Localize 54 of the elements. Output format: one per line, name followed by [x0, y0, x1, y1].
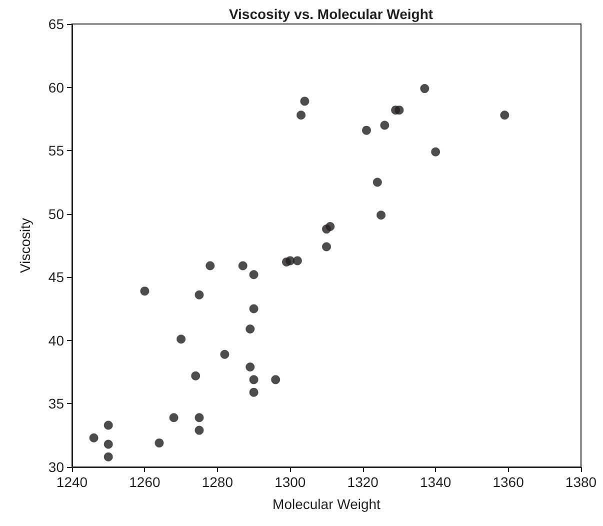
point	[322, 242, 331, 252]
point	[394, 106, 404, 115]
x-tick-label: 1360	[492, 474, 524, 490]
y-tick-label: 30	[48, 459, 64, 475]
point	[326, 222, 335, 232]
point	[154, 438, 164, 448]
x-axis-title: Molecular Weight	[272, 496, 381, 512]
y-tick-label: 60	[48, 79, 64, 96]
point	[249, 270, 258, 280]
point	[420, 84, 430, 94]
y-tick-label: 35	[48, 396, 64, 412]
y-tick-label: 40	[48, 332, 64, 348]
point	[249, 375, 258, 384]
y-axis-title: Viscosity	[17, 218, 33, 273]
y-tick-label: 45	[48, 269, 64, 286]
x-tick-label: 1340	[420, 474, 452, 490]
point	[380, 120, 390, 130]
point	[169, 413, 178, 422]
point	[362, 126, 371, 135]
point	[140, 286, 150, 296]
y-tick-label: 65	[48, 16, 64, 32]
x-tick-label: 1260	[129, 474, 160, 490]
point	[104, 420, 113, 430]
x-tick-label: 1300	[274, 474, 306, 490]
point	[238, 261, 248, 270]
point	[431, 147, 440, 156]
point	[191, 371, 200, 380]
point	[246, 362, 255, 372]
x-tick-label: 1280	[202, 474, 234, 490]
x-tick-label: 1380	[565, 474, 597, 490]
point	[271, 375, 280, 384]
point	[500, 110, 510, 120]
x-tick-label: 1320	[347, 474, 379, 490]
point	[246, 324, 255, 334]
chart-title: Viscosity vs. Molecular Weight	[228, 6, 434, 22]
point	[206, 261, 215, 270]
y-tick-label: 50	[48, 206, 64, 222]
point	[104, 452, 113, 462]
point	[292, 256, 302, 266]
point	[104, 440, 113, 449]
point	[220, 350, 230, 359]
point	[249, 388, 258, 397]
point	[194, 290, 204, 300]
point	[249, 304, 258, 314]
point	[176, 334, 186, 344]
point	[194, 413, 204, 422]
point	[89, 433, 98, 442]
point	[296, 110, 306, 120]
point	[372, 178, 382, 187]
y-tick-label: 55	[48, 142, 64, 159]
point	[300, 96, 310, 106]
point	[376, 210, 386, 220]
x-tick-label: 1240	[56, 474, 88, 490]
point	[194, 426, 204, 435]
